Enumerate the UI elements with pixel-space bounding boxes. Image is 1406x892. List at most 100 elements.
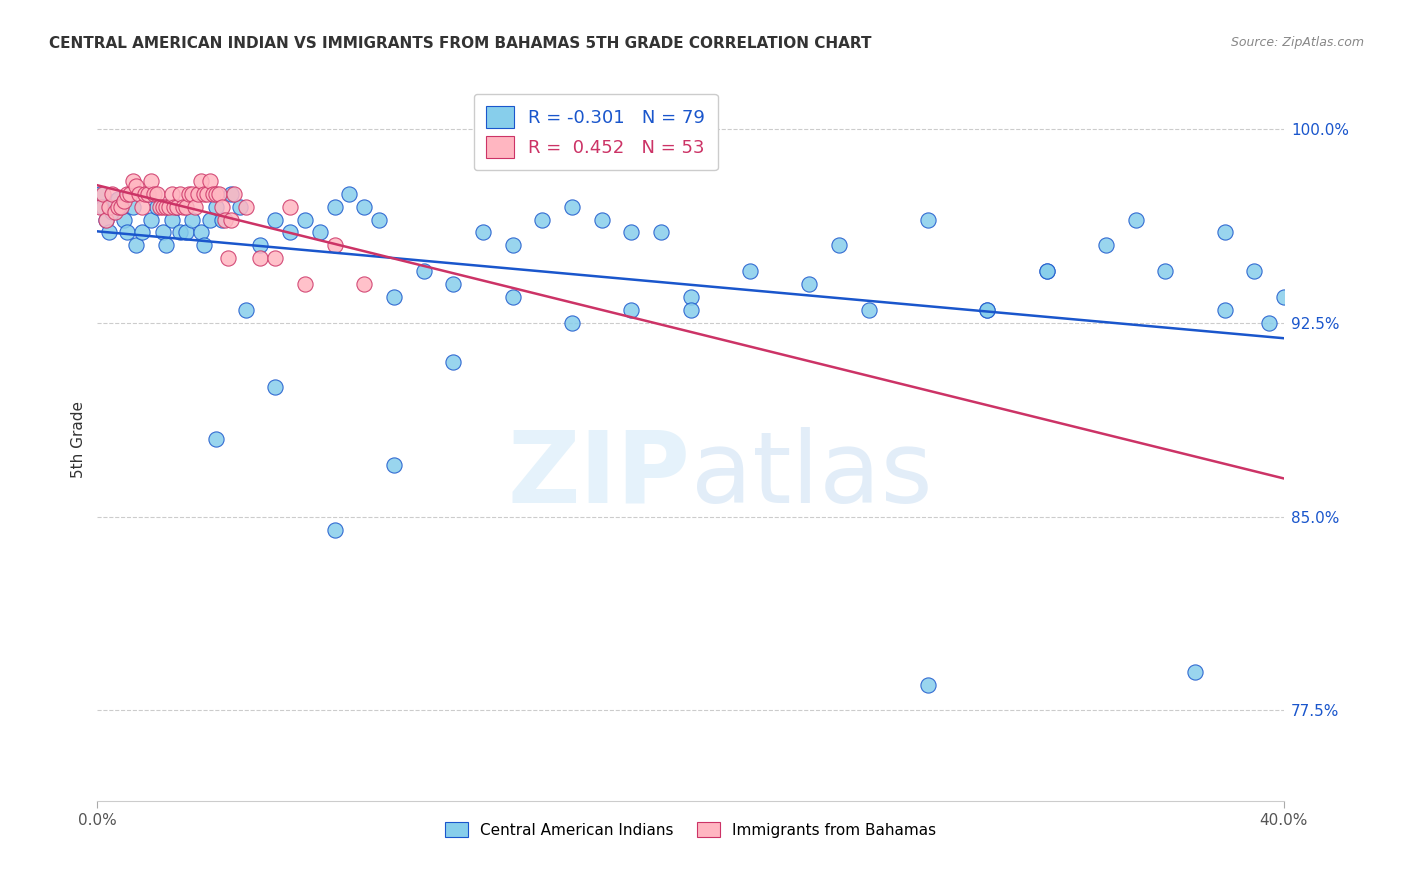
Text: Source: ZipAtlas.com: Source: ZipAtlas.com xyxy=(1230,36,1364,49)
Point xyxy=(190,174,212,188)
Point xyxy=(166,200,188,214)
Point xyxy=(858,303,880,318)
Point xyxy=(193,186,215,201)
Point xyxy=(1258,316,1281,330)
Point xyxy=(308,226,330,240)
Point xyxy=(679,303,702,318)
Point xyxy=(502,290,524,304)
Point xyxy=(145,186,167,201)
Point xyxy=(181,212,204,227)
Point xyxy=(134,186,156,201)
Point xyxy=(110,200,132,214)
Point xyxy=(98,226,121,240)
Point xyxy=(190,226,212,240)
Point xyxy=(91,200,114,214)
Point xyxy=(679,290,702,304)
Point xyxy=(96,212,118,227)
Point xyxy=(205,432,228,446)
Point xyxy=(176,226,198,240)
Point xyxy=(181,186,204,201)
Point xyxy=(323,523,346,537)
Point xyxy=(89,200,111,214)
Point xyxy=(294,212,316,227)
Point xyxy=(294,277,316,292)
Point xyxy=(323,238,346,252)
Point xyxy=(136,186,159,201)
Point xyxy=(620,226,643,240)
Point xyxy=(828,238,851,252)
Point xyxy=(976,303,998,318)
Point xyxy=(112,194,135,209)
Point xyxy=(222,186,245,201)
Point xyxy=(249,238,271,252)
Point xyxy=(195,186,218,201)
Point xyxy=(1213,226,1236,240)
Point xyxy=(96,212,118,227)
Point xyxy=(91,186,114,201)
Point xyxy=(139,212,162,227)
Point xyxy=(169,186,191,201)
Point xyxy=(205,186,228,201)
Point xyxy=(917,212,939,227)
Point xyxy=(211,212,233,227)
Point xyxy=(110,200,132,214)
Point xyxy=(441,277,464,292)
Point xyxy=(176,200,198,214)
Point xyxy=(157,200,180,214)
Point xyxy=(101,204,124,219)
Point xyxy=(278,226,301,240)
Point xyxy=(917,678,939,692)
Point xyxy=(412,264,434,278)
Point xyxy=(184,200,207,214)
Point xyxy=(104,204,127,219)
Point xyxy=(1154,264,1177,278)
Point xyxy=(1213,303,1236,318)
Point xyxy=(118,186,141,201)
Point xyxy=(187,186,209,201)
Point xyxy=(205,200,228,214)
Point xyxy=(122,174,145,188)
Point xyxy=(198,174,221,188)
Point xyxy=(235,200,257,214)
Point xyxy=(125,178,148,193)
Point xyxy=(136,186,159,201)
Point xyxy=(217,252,239,266)
Point xyxy=(208,186,231,201)
Point xyxy=(202,186,225,201)
Point xyxy=(1035,264,1057,278)
Point xyxy=(1035,264,1057,278)
Point xyxy=(382,290,405,304)
Point xyxy=(472,226,495,240)
Point xyxy=(193,238,215,252)
Point xyxy=(1243,264,1265,278)
Point xyxy=(211,200,233,214)
Point xyxy=(1272,290,1295,304)
Point xyxy=(101,186,124,201)
Point xyxy=(561,200,583,214)
Point xyxy=(368,212,391,227)
Point xyxy=(172,200,194,214)
Point xyxy=(738,264,761,278)
Point xyxy=(152,226,174,240)
Point xyxy=(976,303,998,318)
Point xyxy=(219,186,242,201)
Point xyxy=(620,303,643,318)
Point xyxy=(166,200,188,214)
Point xyxy=(198,212,221,227)
Text: CENTRAL AMERICAN INDIAN VS IMMIGRANTS FROM BAHAMAS 5TH GRADE CORRELATION CHART: CENTRAL AMERICAN INDIAN VS IMMIGRANTS FR… xyxy=(49,36,872,51)
Point xyxy=(122,200,145,214)
Point xyxy=(264,212,287,227)
Point xyxy=(149,200,172,214)
Point xyxy=(152,200,174,214)
Point xyxy=(107,200,129,214)
Text: atlas: atlas xyxy=(690,427,932,524)
Point xyxy=(107,192,129,206)
Point xyxy=(214,212,236,227)
Point xyxy=(531,212,554,227)
Point xyxy=(219,212,242,227)
Point xyxy=(104,194,127,209)
Point xyxy=(98,200,121,214)
Point xyxy=(142,186,165,201)
Point xyxy=(650,226,672,240)
Point xyxy=(339,186,361,201)
